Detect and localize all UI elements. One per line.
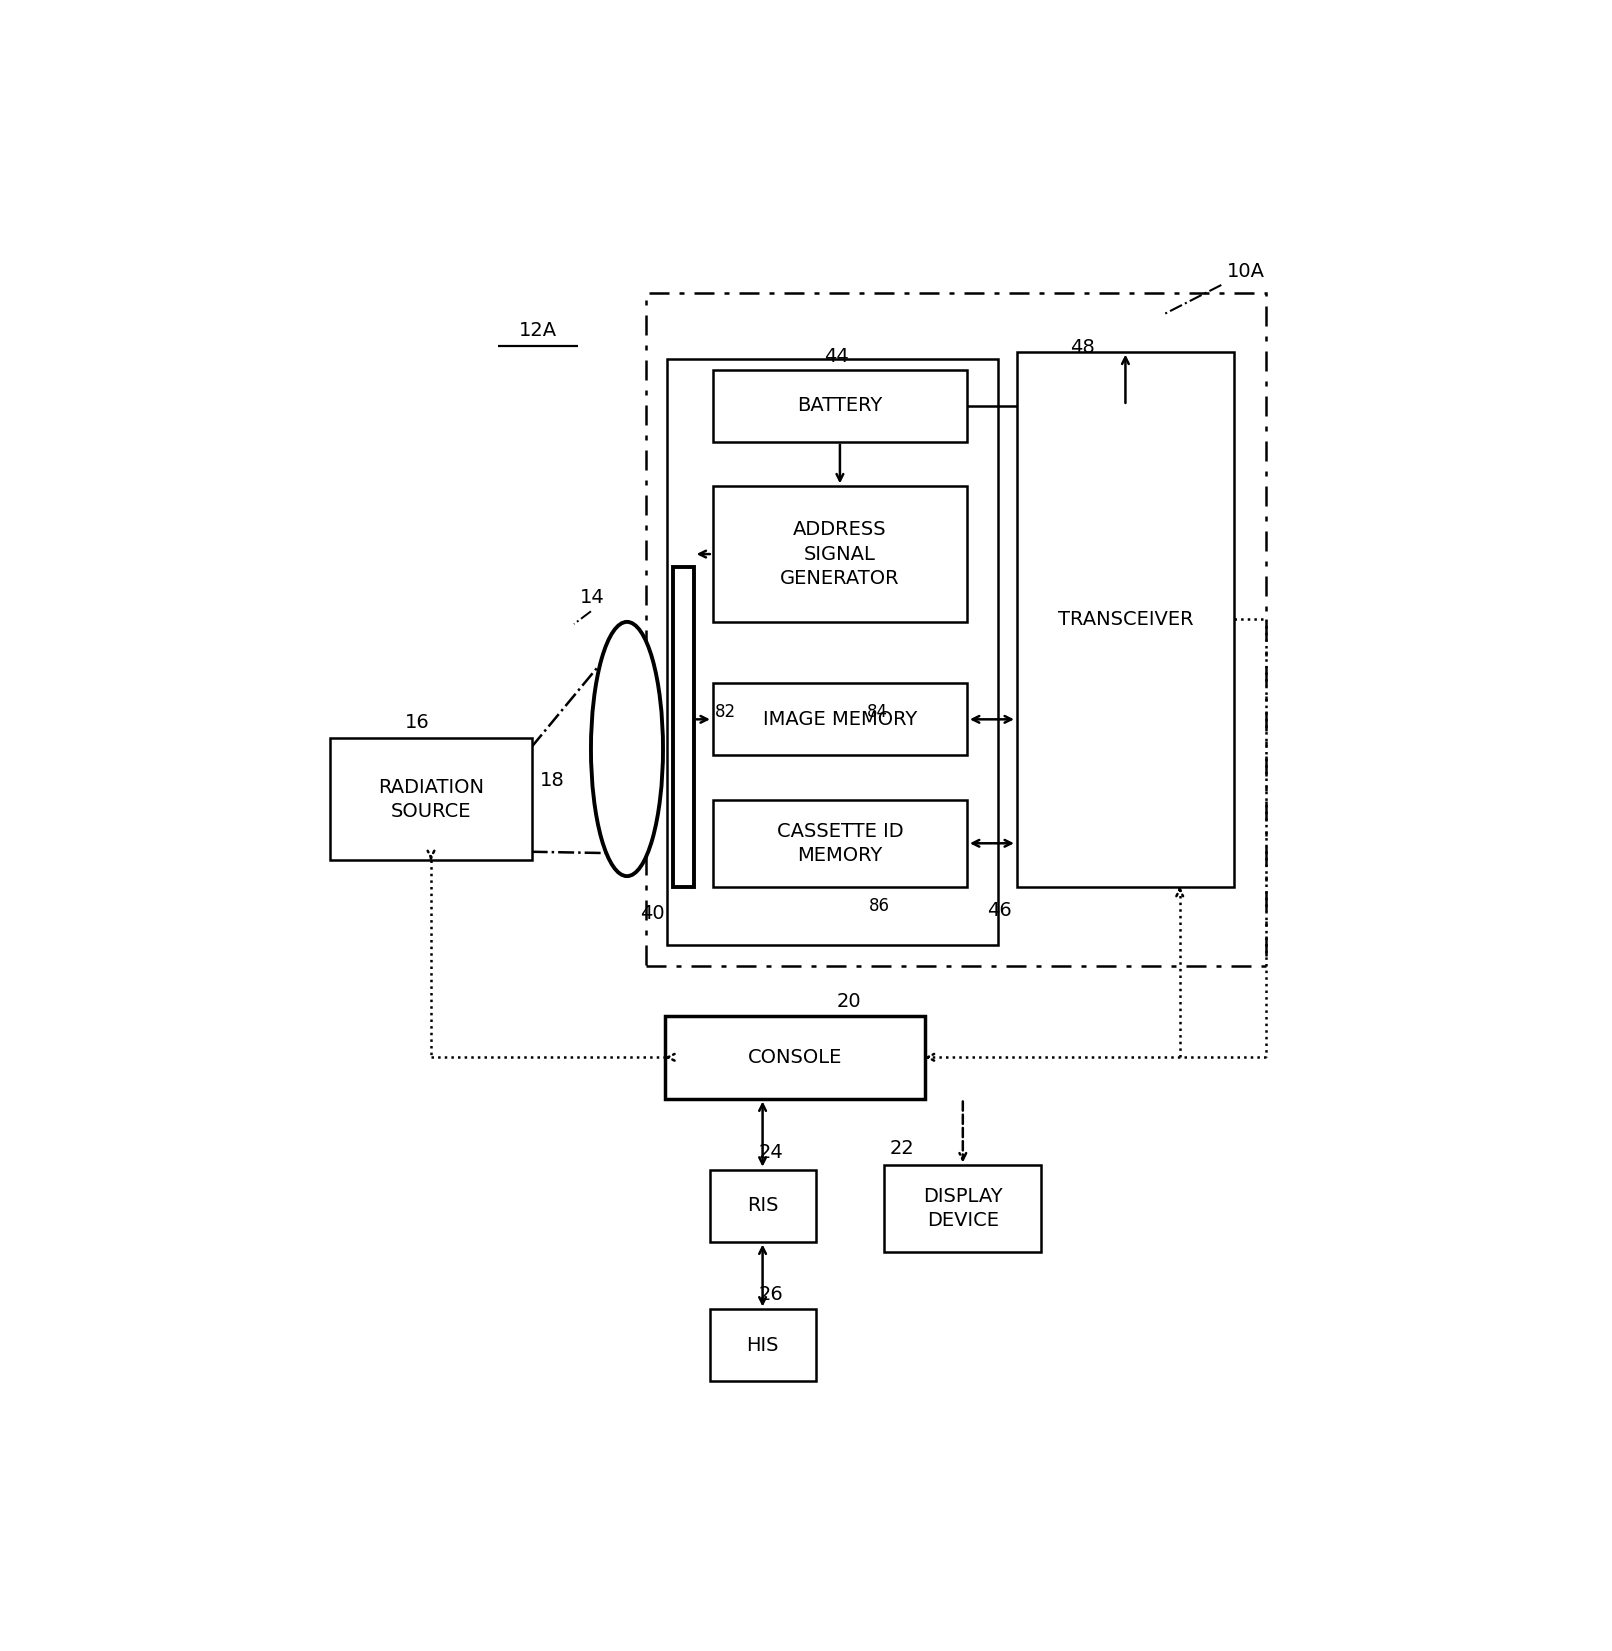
Bar: [646, 294, 1265, 966]
Bar: [885, 1166, 1041, 1251]
Text: 18: 18: [540, 771, 564, 791]
Ellipse shape: [592, 622, 663, 877]
Bar: [1017, 352, 1235, 887]
Bar: [666, 1015, 925, 1098]
Text: ADDRESS
SIGNAL
GENERATOR: ADDRESS SIGNAL GENERATOR: [780, 520, 899, 588]
Text: 16: 16: [405, 713, 429, 731]
Bar: [713, 487, 967, 622]
Bar: [713, 370, 967, 442]
Bar: [330, 738, 532, 860]
Text: 84: 84: [867, 703, 888, 721]
Text: 44: 44: [824, 347, 850, 365]
Text: 24: 24: [759, 1142, 783, 1162]
Text: 48: 48: [1070, 338, 1095, 357]
Text: 14: 14: [580, 588, 604, 608]
Text: CONSOLE: CONSOLE: [748, 1048, 841, 1067]
Text: RIS: RIS: [746, 1195, 779, 1215]
Text: 40: 40: [640, 903, 666, 923]
Text: DISPLAY
DEVICE: DISPLAY DEVICE: [924, 1187, 1003, 1230]
Text: RADIATION
SOURCE: RADIATION SOURCE: [377, 778, 484, 821]
Text: TRANSCEIVER: TRANSCEIVER: [1057, 609, 1193, 629]
Text: HIS: HIS: [746, 1336, 779, 1355]
Text: 26: 26: [759, 1284, 783, 1304]
Text: 20: 20: [837, 992, 861, 1010]
Text: 46: 46: [987, 900, 1012, 920]
Bar: [672, 566, 693, 887]
Text: 10A: 10A: [1227, 263, 1264, 281]
Text: IMAGE MEMORY: IMAGE MEMORY: [762, 710, 917, 728]
Text: 12A: 12A: [519, 320, 558, 340]
Text: 86: 86: [869, 898, 890, 915]
Bar: [709, 1309, 816, 1382]
Bar: [713, 684, 967, 756]
Text: CASSETTE ID
MEMORY: CASSETTE ID MEMORY: [777, 822, 903, 865]
Bar: [709, 1169, 816, 1242]
Text: BATTERY: BATTERY: [798, 396, 882, 416]
Bar: [713, 799, 967, 887]
Text: 82: 82: [714, 703, 737, 721]
Bar: [667, 360, 998, 944]
Text: 22: 22: [890, 1139, 914, 1157]
